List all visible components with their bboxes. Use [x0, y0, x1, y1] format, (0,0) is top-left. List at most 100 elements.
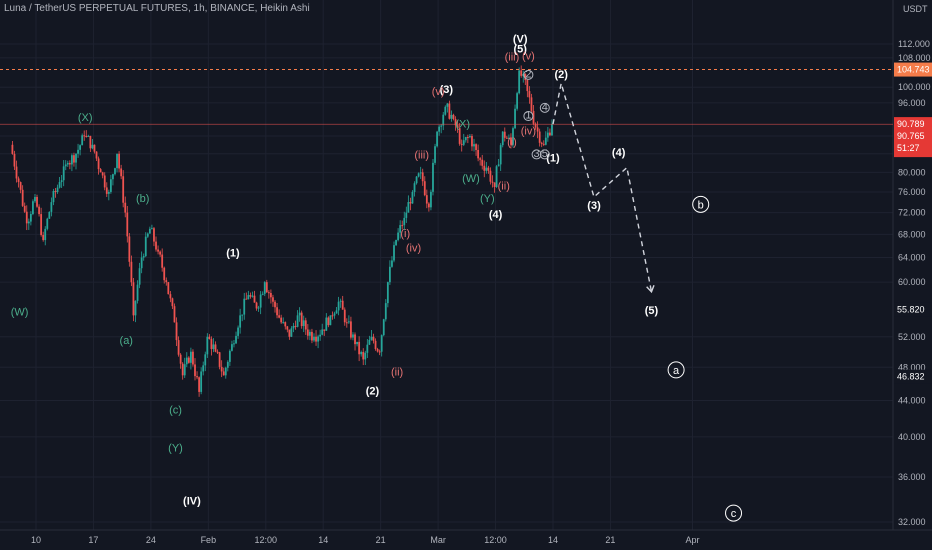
candle-body	[300, 312, 303, 327]
candle-body	[374, 340, 377, 349]
candle-body	[421, 172, 424, 182]
wave-circle	[523, 69, 534, 80]
candle-body	[477, 149, 480, 159]
candle-body	[93, 144, 96, 152]
candle-body	[278, 315, 281, 318]
candle-body	[210, 338, 213, 350]
candle-body	[469, 136, 471, 138]
candle-body	[99, 169, 102, 173]
candle-body	[114, 168, 116, 175]
candle-body	[339, 300, 342, 302]
candle-body	[280, 317, 283, 323]
candle-body	[15, 166, 18, 179]
y-tick-label: 68.000	[898, 229, 926, 239]
candle-body	[231, 344, 233, 351]
candle-body	[327, 317, 330, 326]
wave-circle	[531, 149, 542, 160]
wave-label: (2)	[554, 69, 568, 81]
candle-body	[56, 187, 59, 193]
candle-body	[124, 202, 127, 213]
candle-body	[183, 364, 186, 376]
symbol-title: Luna / TetherUS PERPETUAL FUTURES, 1h, B…	[4, 3, 310, 14]
candle-body	[352, 334, 354, 338]
last-price-box	[894, 117, 932, 158]
candle-body	[304, 320, 307, 330]
candle-body	[473, 144, 475, 147]
candle-body	[25, 211, 28, 224]
candle-body	[538, 131, 541, 143]
wave-label: (W)	[11, 306, 29, 318]
candle-body	[198, 377, 201, 392]
candle-body	[206, 336, 209, 355]
candle-body	[83, 135, 86, 137]
candle-body	[497, 164, 500, 167]
candle-body	[194, 364, 196, 377]
wave-label: 5	[542, 148, 548, 160]
wave-label: (c)	[169, 405, 182, 417]
candle-body	[516, 93, 518, 109]
candle-body	[144, 236, 147, 257]
candle-body	[397, 232, 400, 241]
wave-label: (iv)	[406, 243, 421, 255]
candle-body	[438, 126, 441, 132]
x-tick-label: 24	[146, 535, 156, 545]
candle-body	[518, 70, 521, 94]
x-tick-label: Feb	[201, 535, 217, 545]
last-price-a: 90.789	[897, 119, 925, 129]
candle-body	[292, 325, 295, 329]
candle-body	[214, 344, 217, 352]
candle-body	[38, 206, 40, 215]
candle-body	[245, 298, 248, 300]
candle-body	[255, 302, 258, 309]
candle-body	[118, 153, 120, 169]
wave-annotations: (V)(5)(iii) (v)(2)(3)(v)(X)(X)(iv)(i)(iii…	[11, 33, 743, 522]
candle-body	[376, 348, 379, 352]
wave-label: 3	[534, 148, 540, 160]
level-tag-2-box	[894, 369, 932, 384]
y-tick-label: 36.000	[898, 472, 926, 482]
candle-body	[503, 131, 506, 138]
candle-body	[524, 73, 527, 81]
candle-body	[423, 181, 426, 196]
candle-body	[452, 114, 455, 120]
candle-body	[347, 321, 350, 323]
candle-body	[46, 218, 49, 229]
candle-body	[126, 212, 129, 237]
candle-body	[253, 295, 256, 303]
candle-body	[430, 191, 432, 208]
candle-body	[331, 315, 334, 317]
x-tick-label: Mar	[430, 535, 446, 545]
candle-body	[534, 123, 537, 128]
candle-body	[103, 175, 106, 188]
wave-label: (b)	[136, 193, 149, 205]
candle-body	[157, 249, 159, 252]
candle-body	[481, 159, 484, 166]
candle-body	[298, 312, 301, 316]
candle-body	[329, 315, 332, 326]
candle-body	[220, 366, 223, 372]
candle-body	[495, 166, 498, 187]
candle-body	[512, 128, 514, 145]
candle-body	[109, 179, 112, 192]
candle-body	[401, 225, 404, 227]
candle-body	[73, 155, 75, 163]
candle-body	[286, 326, 289, 330]
candle-body	[257, 307, 260, 309]
candle-body	[458, 128, 461, 144]
candle-body	[489, 170, 492, 182]
candle-body	[333, 313, 336, 316]
candle-body	[549, 132, 551, 136]
candle-body	[27, 221, 30, 224]
candle-body	[372, 336, 375, 341]
candle-body	[146, 233, 149, 237]
candle-body	[386, 282, 389, 304]
candle-body	[105, 187, 108, 194]
candle-body	[181, 363, 184, 376]
candle-body	[323, 329, 326, 331]
candle-body	[200, 371, 203, 392]
price-levels	[0, 69, 893, 125]
candle-body	[308, 331, 311, 336]
candle-body	[116, 153, 118, 169]
wave-label: (Y)	[480, 193, 495, 205]
candle-body	[487, 167, 490, 171]
